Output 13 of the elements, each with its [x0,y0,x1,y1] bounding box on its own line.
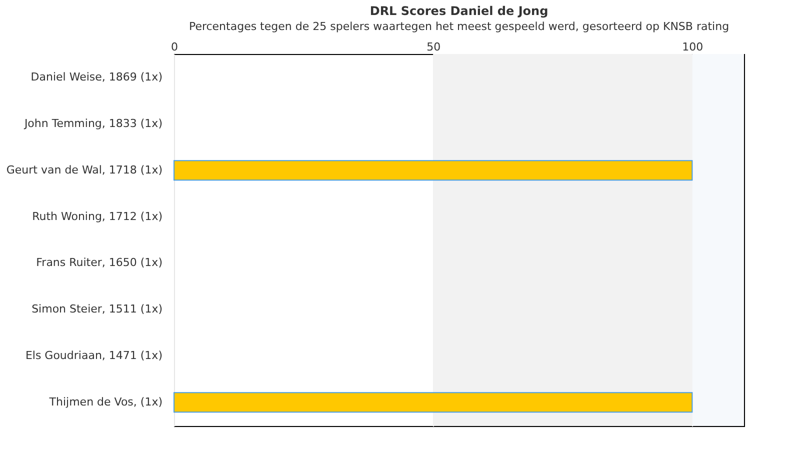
x-tick-label: 0 [171,40,178,54]
x-tick-label: 100 [682,40,704,54]
y-tick-label: Daniel Weise, 1869 (1x) [30,70,162,84]
chart-title: DRL Scores Daniel de Jong [370,4,548,18]
y-tick-label: Geurt van de Wal, 1718 (1x) [6,163,162,176]
y-tick-label: John Temming, 1833 (1x) [23,117,162,130]
y-tick-label: Ruth Woning, 1712 (1x) [32,210,162,223]
y-tick-label: Frans Ruiter, 1650 (1x) [36,256,162,270]
y-tick-label: Els Goudriaan, 1471 (1x) [25,348,162,362]
y-tick-label: Simon Steier, 1511 (1x) [32,302,162,316]
y-tick-label: Thijmen de Vos, (1x) [48,395,162,408]
x-tick-label: 50 [426,40,441,54]
chart-subtitle: Percentages tegen de 25 spelers waartegen het meest gespeeld werd, gesorteerd op KNSB rating [188,20,730,33]
